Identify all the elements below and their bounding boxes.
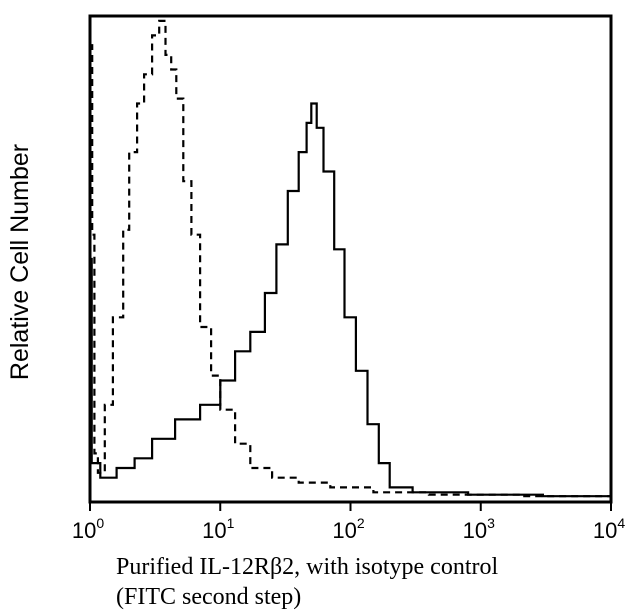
x-axis-ticks: 100 101 102 103 104 [72,502,625,543]
y-axis-label: Relative Cell Number [6,144,34,380]
series-layer [90,19,613,498]
x-tick-label-4: 104 [593,515,625,543]
x-tick-label-3: 103 [463,515,495,543]
stained-sample-curve [90,102,613,498]
isotype-control-curve [90,19,613,498]
x-tick-label-2: 102 [332,515,364,543]
histogram-chart: Relative Cell Number 100 101 102 103 104 [6,14,625,543]
x-tick-label-1: 101 [202,515,234,543]
x-axis-label-line-1: Purified IL-12Rβ2, with isotype control [116,554,499,580]
x-axis-label: Purified IL-12Rβ2, with isotype control … [116,552,616,612]
x-axis-label-line-2: (FITC second step) [116,584,302,610]
plot-frame [88,14,613,504]
x-tick-label-0: 100 [72,515,104,543]
